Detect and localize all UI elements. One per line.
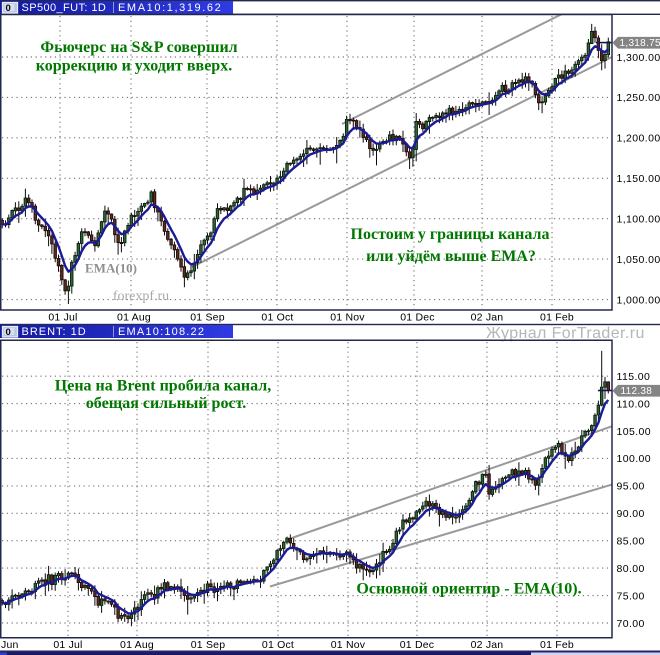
svg-text:01 Dec: 01 Dec — [400, 311, 434, 323]
svg-text:1,000.00: 1,000.00 — [617, 294, 660, 306]
svg-text:Постоим у границы канала: Постоим у границы канала — [351, 226, 550, 243]
svg-text:02 Jan: 02 Jan — [471, 311, 504, 323]
svg-text:110.00: 110.00 — [617, 398, 651, 410]
svg-text:1,100.00: 1,100.00 — [617, 214, 660, 226]
svg-text:Цена на Brent пробила канал,: Цена на Brent пробила канал, — [55, 378, 271, 395]
svg-text:90.00: 90.00 — [617, 508, 645, 520]
svg-text:EMA(10): EMA(10) — [85, 261, 137, 276]
svg-text:01 Dec: 01 Dec — [400, 639, 434, 651]
svg-text:80.00: 80.00 — [617, 563, 645, 575]
svg-text:Jun: Jun — [1, 639, 19, 651]
svg-text:01 Oct: 01 Oct — [262, 639, 294, 651]
svg-text:115.00: 115.00 — [617, 371, 651, 383]
svg-text:100.00: 100.00 — [617, 453, 652, 465]
svg-text:01 Aug: 01 Aug — [117, 311, 151, 323]
svg-text:95.00: 95.00 — [617, 481, 645, 493]
svg-text:01 Nov: 01 Nov — [331, 639, 366, 651]
svg-text:105.00: 105.00 — [617, 426, 652, 438]
svg-text:1,150.00: 1,150.00 — [617, 173, 660, 185]
svg-text:1,318.75: 1,318.75 — [620, 38, 660, 49]
svg-text:70.00: 70.00 — [617, 618, 645, 630]
svg-text:01 Jul: 01 Jul — [48, 311, 77, 323]
svg-text:01 Jul: 01 Jul — [53, 639, 82, 651]
svg-text:EMA10:108.22: EMA10:108.22 — [118, 326, 205, 338]
svg-text:SP500_FUT: 1D: SP500_FUT: 1D — [22, 2, 107, 14]
svg-text:01 Feb: 01 Feb — [540, 311, 574, 323]
svg-text:обещая сильный рост.: обещая сильный рост. — [86, 395, 246, 412]
svg-text:85.00: 85.00 — [617, 536, 645, 548]
svg-text:01 Sep: 01 Sep — [191, 639, 225, 651]
svg-text:01 Sep: 01 Sep — [190, 311, 224, 323]
svg-text:Фьючерс на S&P совершил: Фьючерс на S&P совершил — [40, 39, 237, 56]
svg-text:01 Oct: 01 Oct — [261, 311, 293, 323]
svg-text:0: 0 — [6, 3, 11, 14]
svg-text:01 Nov: 01 Nov — [330, 311, 365, 323]
svg-text:Основной ориентир - EMA(10).: Основной ориентир - EMA(10). — [356, 581, 581, 598]
svg-text:1,250.00: 1,250.00 — [617, 92, 660, 104]
svg-text:или уйдём выше EMA?: или уйдём выше EMA? — [366, 248, 536, 265]
svg-text:01 Feb: 01 Feb — [540, 639, 574, 651]
svg-text:1,050.00: 1,050.00 — [617, 254, 660, 266]
svg-text:01 Aug: 01 Aug — [120, 639, 154, 651]
svg-text:75.00: 75.00 — [617, 590, 645, 602]
svg-text:1,200.00: 1,200.00 — [617, 133, 660, 145]
svg-text:0: 0 — [6, 327, 11, 338]
svg-text:BRENT: 1D: BRENT: 1D — [22, 326, 87, 338]
svg-text:112.38: 112.38 — [621, 386, 653, 397]
svg-text:EMA10:1,319.62: EMA10:1,319.62 — [118, 2, 222, 14]
svg-text:Журнал ForTrader.ru: Журнал ForTrader.ru — [486, 325, 645, 342]
svg-text:02 Jan: 02 Jan — [471, 639, 504, 651]
svg-text:коррекцию и уходит вверх.: коррекцию и уходит вверх. — [36, 58, 232, 75]
svg-text:1,300.00: 1,300.00 — [617, 52, 660, 64]
svg-text:forexpf.ru: forexpf.ru — [113, 289, 169, 304]
